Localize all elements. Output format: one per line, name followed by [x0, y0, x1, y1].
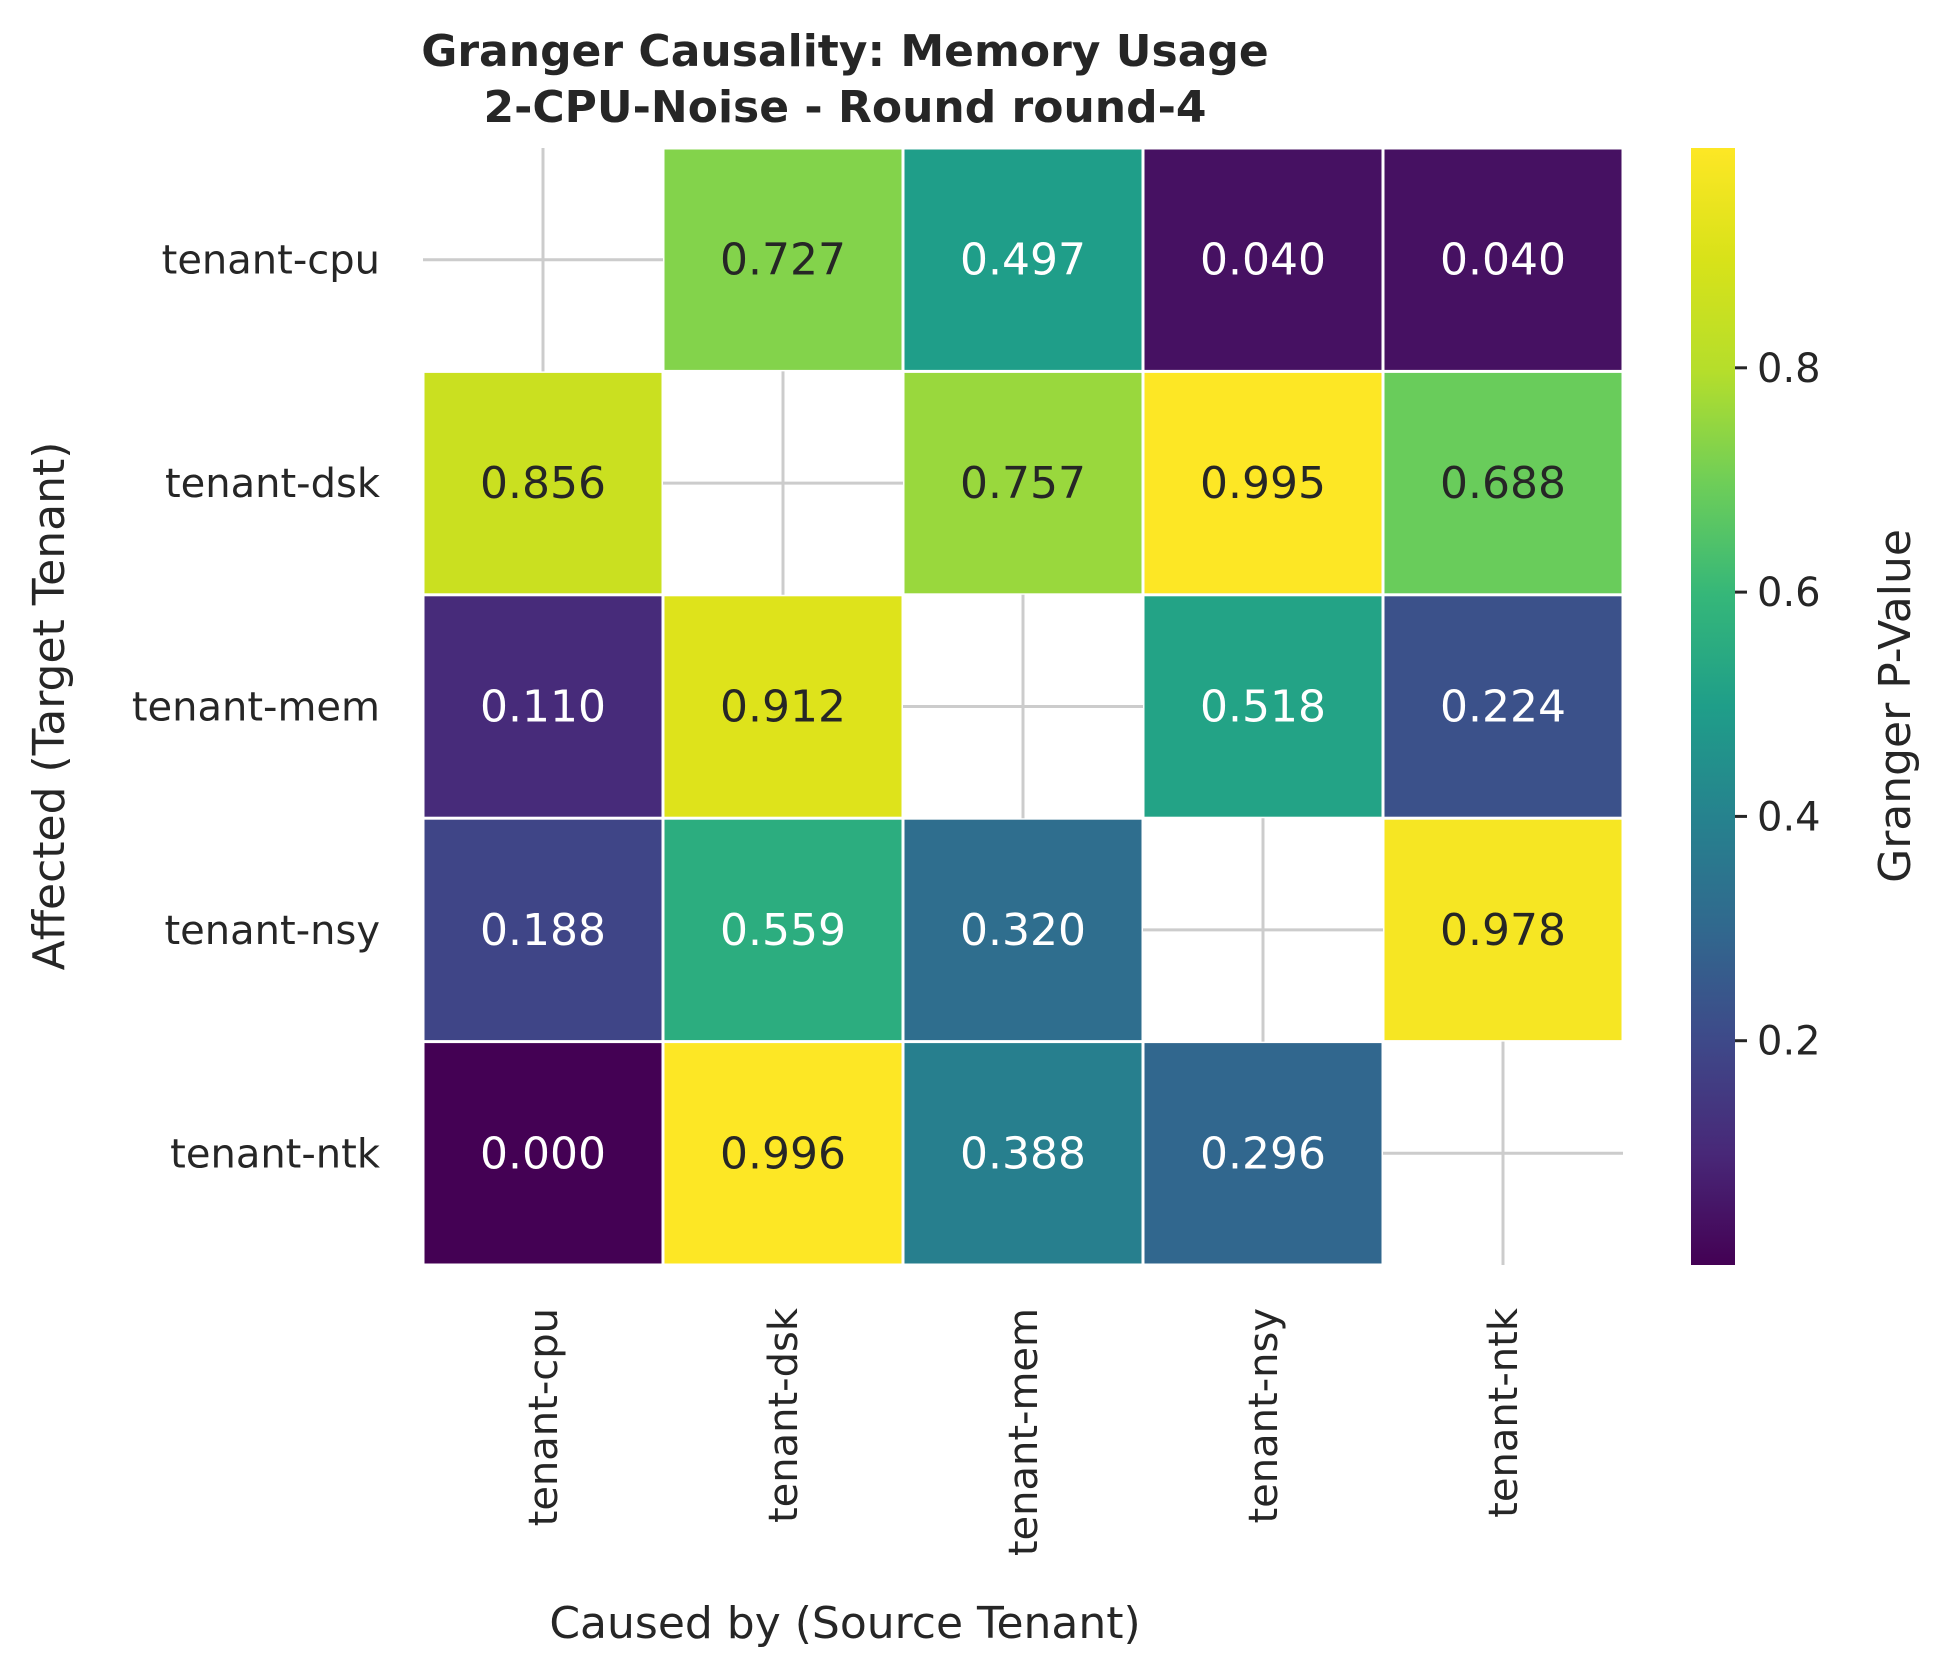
colorbar-tick-label: 0.4: [1757, 794, 1821, 840]
x-tick-label: tenant-dsk: [761, 1307, 807, 1523]
heatmap-cell: [904, 372, 1142, 594]
cell-value-label: 0.978: [1440, 905, 1566, 956]
chart-title-line2: 2-CPU-Noise - Round round-4: [484, 82, 1207, 133]
cell-value-label: 0.856: [480, 458, 606, 509]
heatmap-cell: [424, 1043, 662, 1264]
heatmap-cell: [1384, 149, 1622, 370]
cell-value-label: 0.188: [480, 905, 606, 956]
colorbar: [1691, 148, 1735, 1265]
heatmap-cell: [664, 819, 902, 1041]
y-tick-label: tenant-ntk: [170, 1131, 381, 1177]
cell-value-label: 0.559: [720, 905, 846, 956]
colorbar-tick-label: 0.6: [1757, 570, 1821, 616]
heatmap-cell: [904, 149, 1142, 370]
cell-value-label: 0.518: [1200, 682, 1326, 733]
heatmap-cell: [1144, 596, 1382, 817]
cell-value-label: 0.912: [720, 682, 846, 733]
y-tick-label: tenant-cpu: [162, 238, 380, 284]
cell-value-label: 0.688: [1440, 458, 1566, 509]
y-tick-label: tenant-dsk: [165, 461, 381, 507]
heatmap-cell: [424, 372, 662, 594]
heatmap-cell: [1384, 596, 1622, 817]
cell-value-label: 0.110: [480, 682, 606, 733]
heatmap-cell: [1384, 372, 1622, 594]
heatmap-cell: [904, 819, 1142, 1041]
heatmap-cell: [424, 596, 662, 817]
cell-value-label: 0.727: [720, 235, 846, 286]
y-tick-label: tenant-nsy: [165, 908, 381, 954]
heatmap-cell: [664, 1043, 902, 1264]
cell-value-label: 0.296: [1200, 1128, 1326, 1179]
colorbar-label: Granger P-Value: [1870, 529, 1921, 883]
heatmap-cell: [664, 149, 902, 370]
cell-value-label: 0.040: [1440, 235, 1566, 286]
cell-value-label: 0.995: [1200, 458, 1326, 509]
x-tick-label: tenant-mem: [1001, 1308, 1047, 1556]
y-tick-label: tenant-mem: [132, 685, 380, 731]
heatmap-cells: 0.727 0.497 0.040 0.040 0.856 0.757 0.995 0.688…: [423, 148, 1623, 1265]
cell-value-label: 0.388: [960, 1128, 1086, 1179]
heatmap-cell: [1144, 149, 1382, 370]
colorbar-tick-label: 0.8: [1757, 346, 1821, 392]
cell-value-label: 0.320: [960, 905, 1086, 956]
cell-value-label: 0.040: [1200, 235, 1326, 286]
cell-value-label: 0.000: [480, 1128, 606, 1179]
heatmap-cell: [1144, 372, 1382, 594]
x-tick-label: tenant-cpu: [521, 1308, 567, 1526]
cell-value-label: 0.224: [1440, 682, 1566, 733]
y-tick-labels: tenant-cpu tenant-dsk tenant-mem tenant-nsy…: [132, 238, 381, 1178]
heatmap-cell: [1384, 819, 1622, 1041]
heatmap-cell: [904, 1043, 1142, 1264]
x-axis-label: Caused by (Source Tenant): [549, 1598, 1140, 1649]
y-axis-label: Affected (Target Tenant): [24, 442, 75, 971]
cell-value-label: 0.497: [960, 235, 1086, 286]
x-tick-labels: tenant-cpu tenant-dsk tenant-mem tenant-nsy…: [521, 1307, 1527, 1556]
colorbar-ticks: 0.2 0.4 0.6 0.8: [1735, 346, 1821, 1065]
heatmap-cell: [664, 596, 902, 817]
chart-title-line1: Granger Causality: Memory Usage: [421, 26, 1269, 77]
x-tick-label: tenant-ntk: [1481, 1307, 1527, 1518]
cell-value-label: 0.996: [720, 1128, 846, 1179]
heatmap-cell: [424, 819, 662, 1041]
colorbar-tick-label: 0.2: [1757, 1019, 1821, 1065]
heatmap-cell: [1144, 1043, 1382, 1264]
cell-value-label: 0.757: [960, 458, 1086, 509]
x-tick-label: tenant-nsy: [1241, 1308, 1287, 1524]
